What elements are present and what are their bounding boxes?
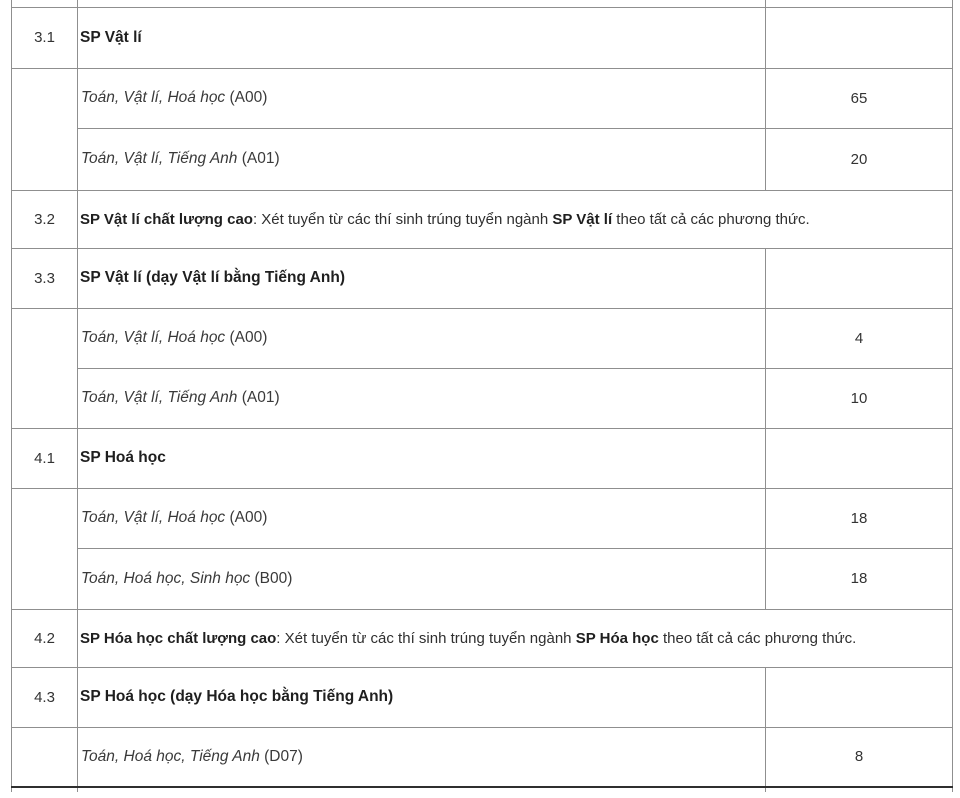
program-note-cell: SP Vật lí chất lượng cao: Xét tuyển từ c… — [77, 189, 953, 249]
table-row: Toán, Hoá học, Tiếng Anh (D07) 8 — [11, 726, 953, 788]
subject-combination-cell: Toán, Vật lí, Tiếng Anh (A01) — [77, 127, 766, 191]
quota-cell: 4 — [765, 307, 953, 369]
subject-combination-cell: Toán, Vật lí, Hoá học (A00) — [77, 67, 766, 129]
table-row: 3.3 SP Vật lí (dạy Vật lí bằng Tiếng Anh… — [11, 247, 953, 309]
table-row: 4.2 SP Hóa học chất lượng cao: Xét tuyển… — [11, 608, 953, 668]
combination-code: (A01) — [241, 389, 280, 406]
program-name-cell: SP Vật lí — [77, 6, 766, 69]
row-index-cell: 4.1 — [11, 427, 78, 489]
quota-cell: 10 — [765, 367, 953, 429]
empty-cell — [77, 0, 766, 8]
admission-quota-table: 3.1 SP Vật lí Toán, Vật lí, Hoá học (A00… — [11, 0, 953, 792]
empty-cell — [11, 0, 78, 8]
combination-code: (A00) — [229, 89, 268, 106]
referenced-program-name: SP Hóa học — [575, 629, 659, 647]
row-index-cell: 4.3 — [11, 666, 78, 728]
table-row: Toán, Hoá học, Sinh học (B00) 18 — [12, 547, 953, 610]
program-name-cell: SP Vật lí (dạy Vật lí bằng Tiếng Anh) — [77, 247, 766, 309]
quota-value: 10 — [850, 389, 868, 407]
referenced-program-name: SP Vật lí — [552, 210, 613, 228]
quota-cell-empty — [765, 666, 953, 728]
row-index-cell: 3.3 — [11, 247, 78, 309]
note-text: : Xét tuyển từ các thí sinh trúng tuyển … — [252, 210, 553, 228]
note-text: theo tất cả các phương thức. — [612, 210, 810, 228]
table-row-partial-bottom — [11, 786, 953, 792]
quota-value: 18 — [850, 570, 868, 587]
empty-cell — [765, 786, 953, 792]
program-name: SP Vật lí (dạy Vật lí bằng Tiếng Anh) — [80, 269, 345, 286]
quota-cell-empty — [765, 6, 953, 69]
subject-combination-cell: Toán, Vật lí, Hoá học (A00) — [77, 487, 766, 549]
subject-combination: Toán, Hoá học, Sinh học — [81, 569, 251, 587]
subject-combination-cell: Toán, Vật lí, Hoá học (A00) — [77, 307, 766, 369]
quota-value: 20 — [850, 150, 868, 168]
program-name: SP Hoá học (dạy Hóa học bằng Tiếng Anh) — [80, 688, 394, 705]
program-name: SP Vật lí — [80, 28, 142, 46]
table-row: 3.2 SP Vật lí chất lượng cao: Xét tuyển … — [11, 189, 953, 249]
quota-cell: 18 — [765, 547, 953, 610]
empty-cell — [11, 487, 78, 610]
quota-value: 65 — [850, 89, 868, 107]
quota-cell: 8 — [765, 726, 953, 788]
empty-cell — [11, 307, 78, 429]
subject-combination: Toán, Vật lí, Hoá học — [81, 509, 226, 526]
quota-value: 8 — [854, 748, 864, 766]
empty-cell — [765, 0, 953, 8]
program-name-cell: SP Hoá học (dạy Hóa học bằng Tiếng Anh) — [77, 666, 766, 728]
table-row: 4.3 SP Hoá học (dạy Hóa học bằng Tiếng A… — [11, 666, 953, 728]
row-index-cell: 4.2 — [11, 608, 78, 668]
combination-code: (A01) — [241, 150, 280, 167]
empty-cell — [11, 726, 78, 788]
table-row: 4.1 SP Hoá học — [11, 427, 953, 489]
quota-cell: 20 — [765, 127, 953, 191]
program-name: SP Hóa học chất lượng cao — [80, 629, 277, 647]
subject-combination-cell: Toán, Hoá học, Tiếng Anh (D07) — [77, 726, 766, 788]
empty-cell — [11, 786, 78, 792]
table-row: Toán, Vật lí, Hoá học (A00) 4 — [11, 307, 953, 429]
subject-combination-cell: Toán, Hoá học, Sinh học (B00) — [77, 547, 766, 610]
program-name: SP Hoá học — [80, 449, 166, 466]
table-row: 3.1 SP Vật lí — [11, 6, 953, 69]
program-note-cell: SP Hóa học chất lượng cao: Xét tuyển từ … — [77, 608, 953, 668]
program-name: SP Vật lí chất lượng cao — [80, 210, 253, 228]
table-row-partial-top — [11, 0, 953, 8]
empty-cell — [77, 786, 766, 792]
row-index-cell: 3.1 — [11, 6, 78, 69]
quota-value: 18 — [850, 509, 868, 527]
quota-value: 4 — [854, 329, 864, 347]
subject-combination: Toán, Vật lí, Hoá học — [81, 89, 226, 106]
program-name-cell: SP Hoá học — [77, 427, 766, 489]
subject-combination: Toán, Hoá học, Tiếng Anh — [81, 747, 260, 765]
quota-cell-empty — [765, 247, 953, 309]
quota-cell-empty — [765, 427, 953, 489]
table-row: Toán, Vật lí, Hoá học (A00) 65 — [11, 67, 953, 191]
combination-code: (B00) — [254, 569, 293, 587]
subject-combination-cell: Toán, Vật lí, Tiếng Anh (A01) — [77, 367, 766, 429]
quota-cell: 18 — [765, 487, 953, 549]
quota-cell: 65 — [765, 67, 953, 129]
note-text: theo tất cả các phương thức. — [658, 629, 857, 647]
combination-code: (D07) — [264, 747, 303, 765]
note-text: : Xét tuyển từ các thí sinh trúng tuyển … — [276, 629, 576, 647]
empty-cell — [11, 67, 78, 191]
combination-code: (A00) — [229, 509, 268, 526]
row-index-cell: 3.2 — [11, 189, 78, 249]
table-row: Toán, Vật lí, Hoá học (A00) 18 — [11, 487, 953, 610]
combination-code: (A00) — [229, 329, 268, 346]
subject-combination: Toán, Vật lí, Hoá học — [81, 329, 226, 346]
table-row: Toán, Vật lí, Tiếng Anh (A01) 20 — [12, 127, 953, 191]
subject-combination: Toán, Vật lí, Tiếng Anh — [81, 389, 238, 406]
table-row: Toán, Vật lí, Tiếng Anh (A01) 10 — [12, 367, 953, 429]
subject-combination: Toán, Vật lí, Tiếng Anh — [81, 150, 238, 167]
